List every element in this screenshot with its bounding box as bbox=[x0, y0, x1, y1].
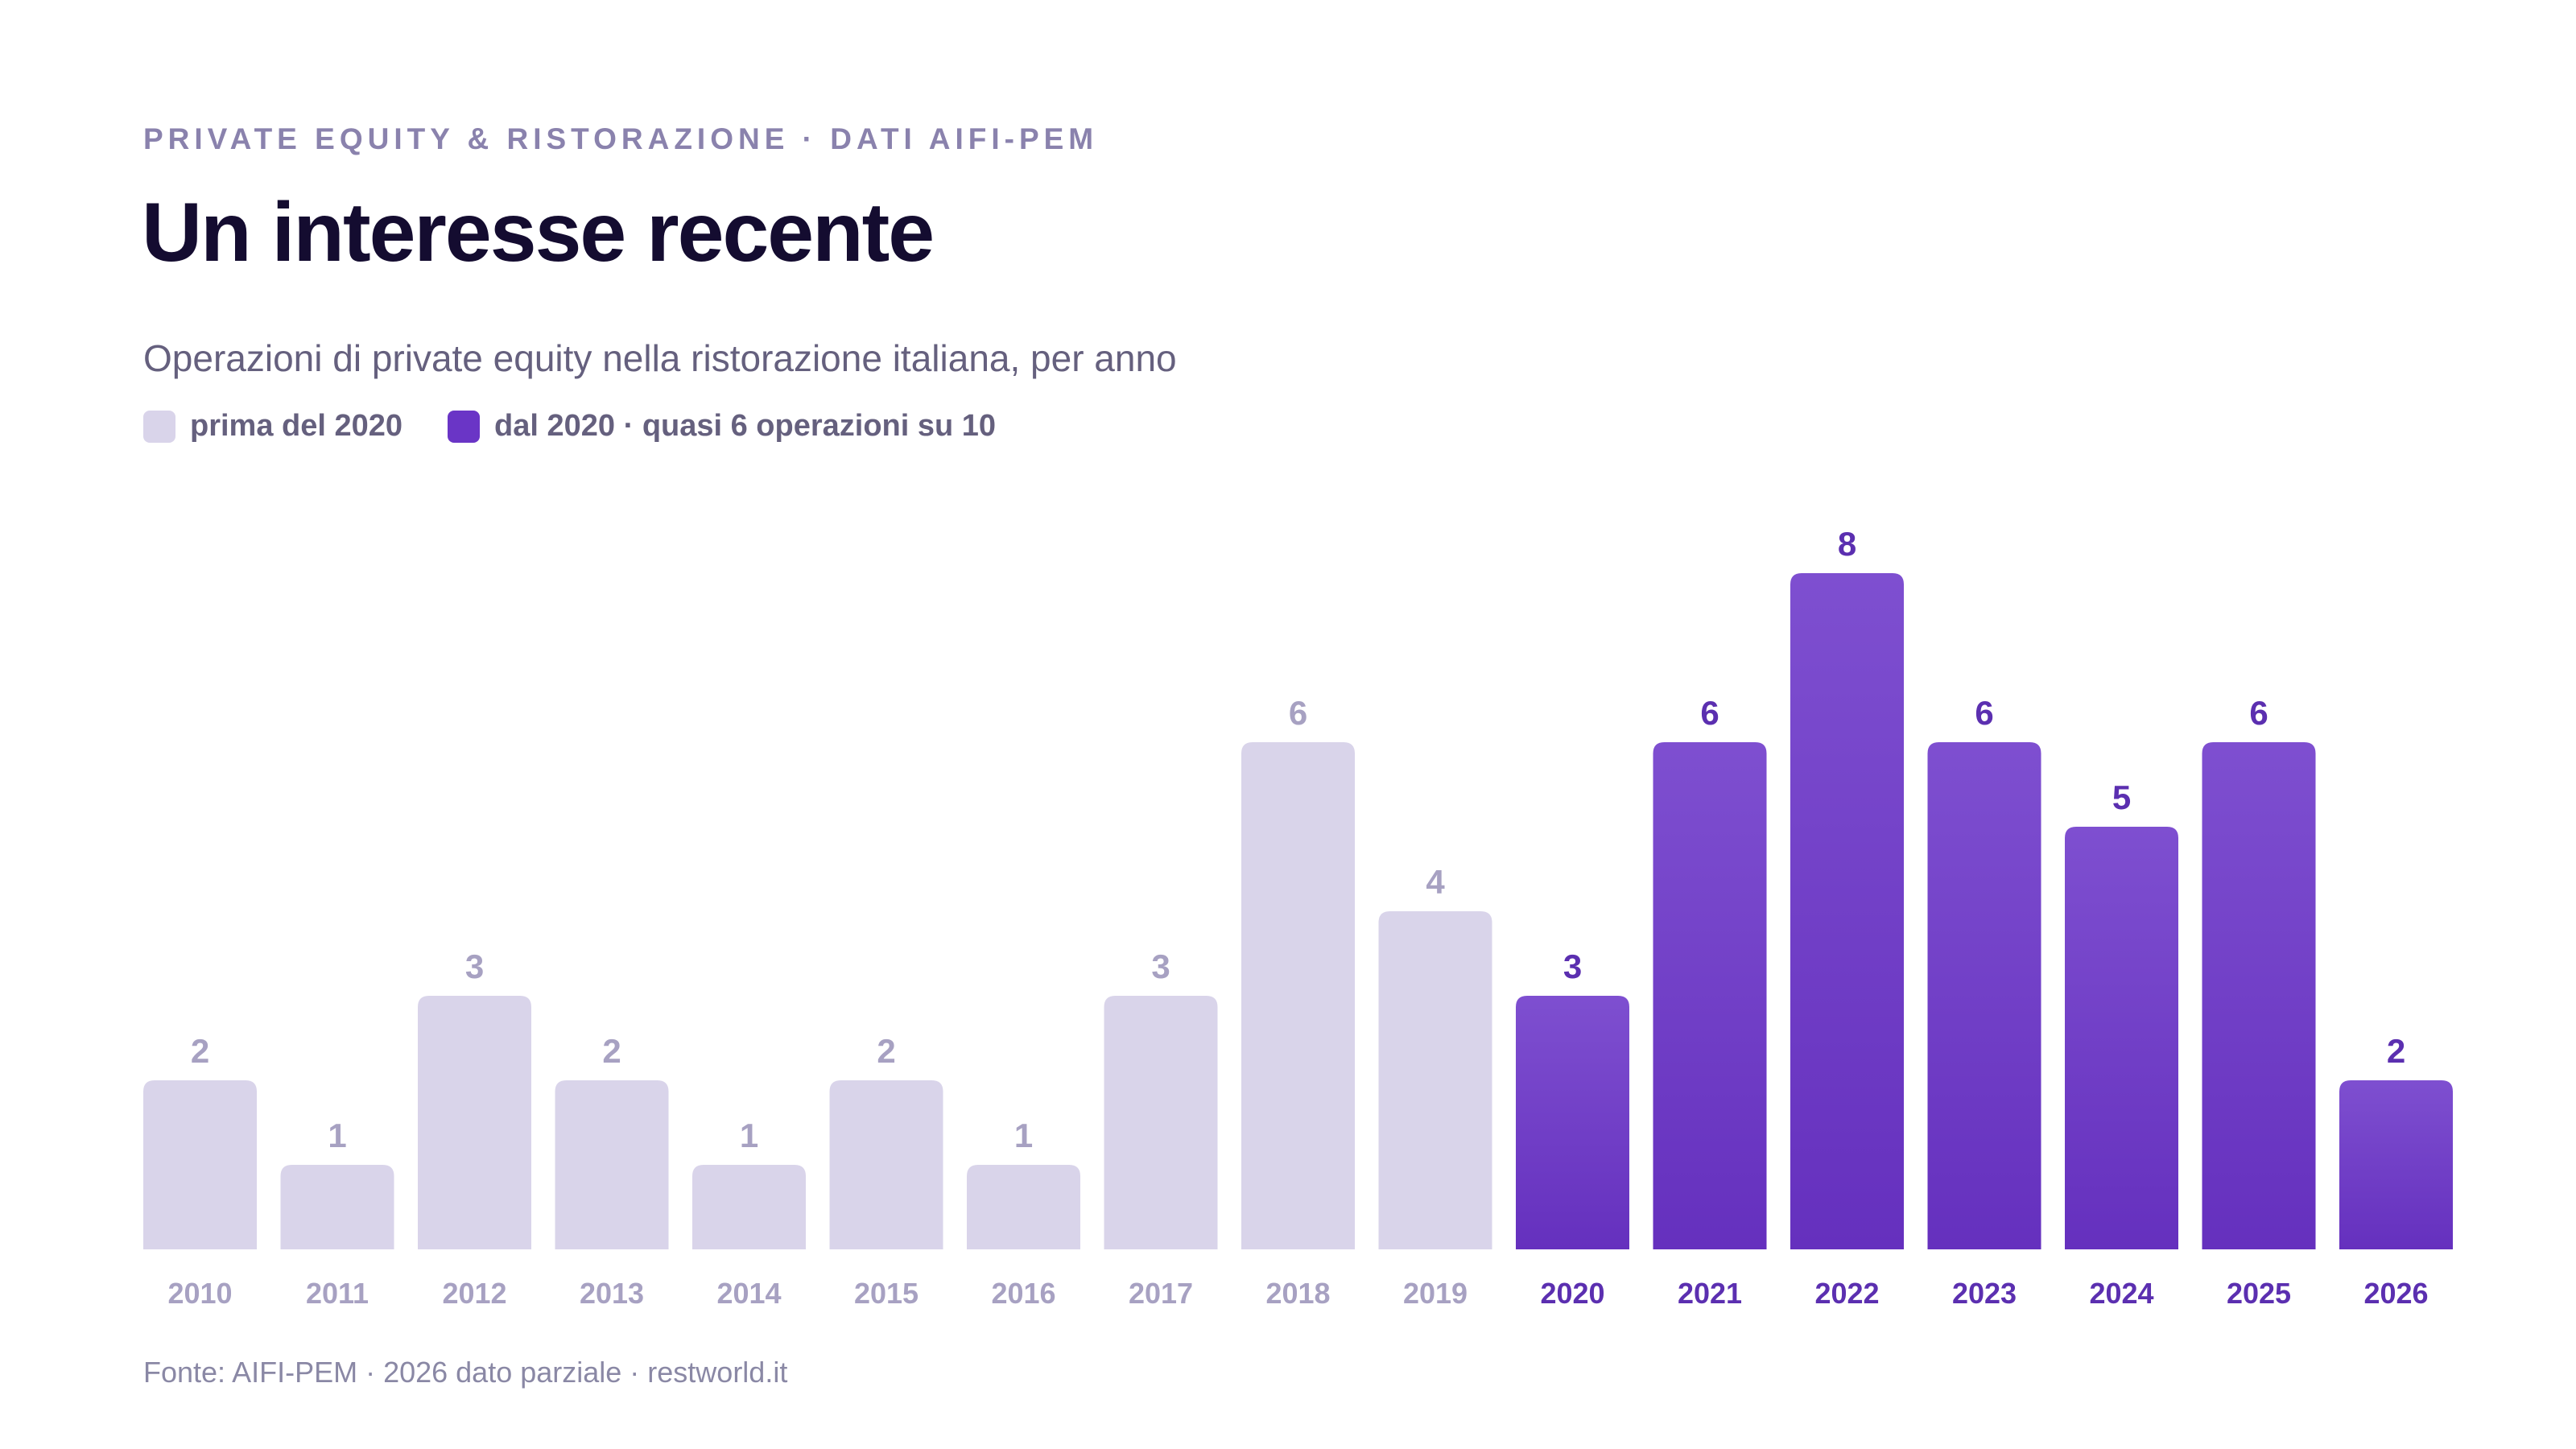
data-label-2025: 6 bbox=[2249, 694, 2268, 732]
x-tick-label-2015: 2015 bbox=[854, 1277, 919, 1310]
x-tick-label-2011: 2011 bbox=[306, 1277, 369, 1310]
x-tick-label-2021: 2021 bbox=[1678, 1277, 1742, 1310]
x-tick-label-2024: 2024 bbox=[2089, 1277, 2153, 1310]
bar-2020 bbox=[1516, 996, 1629, 1249]
x-tick-label-2013: 2013 bbox=[580, 1277, 644, 1310]
data-label-2015: 2 bbox=[877, 1032, 895, 1070]
x-tick-label-2022: 2022 bbox=[1814, 1277, 1879, 1310]
bar-2013 bbox=[555, 1080, 669, 1249]
bar-2025 bbox=[2202, 742, 2316, 1249]
bar-2011 bbox=[280, 1165, 394, 1249]
bar-2023 bbox=[1927, 742, 2041, 1249]
bar-2012 bbox=[418, 996, 531, 1249]
bar-2026 bbox=[2339, 1080, 2453, 1249]
x-tick-label-2018: 2018 bbox=[1265, 1277, 1330, 1310]
data-label-2010: 2 bbox=[191, 1032, 209, 1070]
bar-2014 bbox=[692, 1165, 806, 1249]
data-label-2024: 5 bbox=[2112, 778, 2131, 816]
x-tick-label-2025: 2025 bbox=[2227, 1277, 2291, 1310]
bar-2024 bbox=[2065, 827, 2178, 1249]
data-label-2026: 2 bbox=[2387, 1032, 2405, 1070]
bar-2022 bbox=[1790, 573, 1904, 1249]
data-label-2019: 4 bbox=[1426, 863, 1445, 901]
x-tick-label-2023: 2023 bbox=[1952, 1277, 2017, 1310]
chart-title: Un interesse recente bbox=[142, 186, 935, 279]
legend-item-from-2020: dal 2020 · quasi 6 operazioni su 10 bbox=[448, 409, 996, 444]
bar-2010 bbox=[143, 1080, 257, 1249]
data-label-2020: 3 bbox=[1563, 947, 1582, 985]
legend-item-pre-2020: prima del 2020 bbox=[143, 409, 402, 444]
data-label-2016: 1 bbox=[1014, 1117, 1033, 1154]
legend-label-pre-2020: prima del 2020 bbox=[190, 409, 403, 443]
data-label-2018: 6 bbox=[1289, 694, 1307, 732]
x-tick-label-2020: 2020 bbox=[1540, 1277, 1604, 1310]
chart-source: Fonte: AIFI-PEM · 2026 dato parziale · r… bbox=[143, 1356, 788, 1389]
x-tick-label-2026: 2026 bbox=[2363, 1277, 2428, 1310]
data-label-2022: 8 bbox=[1838, 525, 1856, 563]
bars-group: 2 2010 1 2011 3 2012 2 2013 1 2014 2 2015 1 2016 3 2017… bbox=[143, 525, 2453, 1310]
bar-2017 bbox=[1104, 996, 1218, 1249]
data-label-2017: 3 bbox=[1151, 947, 1170, 985]
x-tick-label-2016: 2016 bbox=[991, 1277, 1055, 1310]
bar-2016 bbox=[967, 1165, 1080, 1249]
x-tick-label-2012: 2012 bbox=[442, 1277, 506, 1310]
chart-legend: prima del 2020 dal 2020 · quasi 6 operaz… bbox=[143, 409, 1041, 444]
data-label-2014: 1 bbox=[740, 1117, 758, 1154]
bar-2021 bbox=[1653, 742, 1767, 1249]
data-label-2021: 6 bbox=[1700, 694, 1719, 732]
legend-label-from-2020: dal 2020 · quasi 6 operazioni su 10 bbox=[494, 409, 997, 443]
data-label-2012: 3 bbox=[465, 947, 484, 985]
x-tick-label-2014: 2014 bbox=[716, 1277, 781, 1310]
x-tick-label-2017: 2017 bbox=[1129, 1277, 1193, 1310]
bar-2019 bbox=[1378, 911, 1492, 1249]
data-label-2011: 1 bbox=[328, 1117, 346, 1154]
legend-swatch-from-2020 bbox=[448, 410, 481, 443]
data-label-2023: 6 bbox=[1975, 694, 1993, 732]
legend-swatch-pre-2020 bbox=[143, 410, 175, 443]
data-label-2013: 2 bbox=[602, 1032, 621, 1070]
bar-2018 bbox=[1241, 742, 1355, 1249]
x-tick-label-2010: 2010 bbox=[167, 1277, 232, 1310]
chart-kicker: PRIVATE EQUITY & RISTORAZIONE · DATI AIF… bbox=[143, 122, 1099, 155]
chart-subtitle: Operazioni di private equity nella risto… bbox=[143, 337, 1177, 379]
x-tick-label-2019: 2019 bbox=[1403, 1277, 1468, 1310]
bar-2015 bbox=[829, 1080, 943, 1249]
